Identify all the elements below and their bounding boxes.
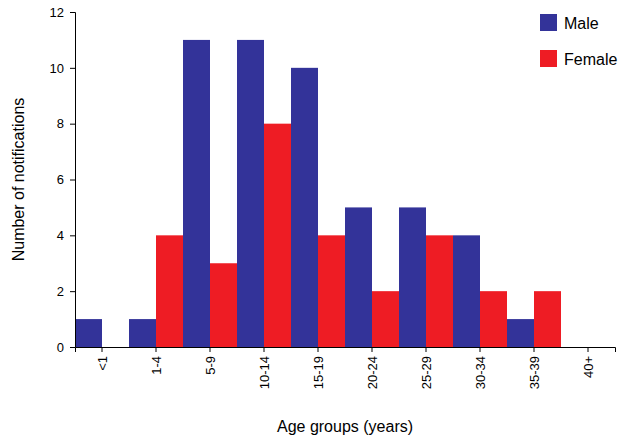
y-tick-label: 10 — [50, 60, 64, 75]
x-tick-label: <1 — [95, 356, 110, 371]
bar — [480, 291, 507, 347]
y-tick-mark — [70, 347, 75, 348]
y-tick-mark — [70, 235, 75, 236]
x-tick-mark — [102, 347, 103, 352]
y-tick-label: 4 — [57, 228, 64, 243]
x-tick: 25-29 — [419, 347, 434, 389]
legend-label: Male — [564, 15, 599, 32]
x-tick-mark — [264, 347, 265, 352]
bar — [534, 291, 561, 347]
bar — [156, 235, 183, 347]
legend-label: Female — [564, 51, 617, 68]
x-tick: <1 — [95, 347, 110, 371]
x-tick-mark — [318, 347, 319, 352]
x-tick-mark — [372, 347, 373, 352]
x-axis-line — [76, 348, 616, 353]
x-tick: 15-19 — [311, 347, 326, 389]
x-tick: 40+ — [581, 347, 596, 378]
y-tick-label: 0 — [57, 340, 64, 355]
x-tick: 5-9 — [203, 347, 218, 375]
x-tick: 30-34 — [473, 347, 488, 389]
y-tick: 12 — [50, 5, 75, 20]
y-tick-label: 2 — [57, 284, 64, 299]
bar — [588, 347, 615, 348]
bar — [426, 235, 453, 347]
x-tick: 10-14 — [257, 347, 272, 389]
y-tick-mark — [70, 180, 75, 181]
y-tick: 0 — [57, 340, 75, 355]
bar — [129, 319, 156, 347]
y-tick: 10 — [50, 60, 75, 75]
bar — [372, 291, 399, 347]
y-tick-mark — [70, 124, 75, 125]
x-axis: <1 1-4 5-9 10-14 15-19 20-24 25-29 30-34 35-39 40… — [76, 347, 616, 389]
y-axis-title: Number of notifications — [10, 98, 27, 262]
y-tick-label: 8 — [57, 116, 64, 131]
bar — [183, 40, 210, 347]
legend-swatch — [540, 14, 557, 31]
y-tick-mark — [70, 68, 75, 69]
bar — [345, 207, 372, 347]
bar — [237, 40, 264, 347]
chart: 0 2 4 6 8 10 12 <1 1-4 5-9 10-14 15-19 20-24 25-29 30-… — [0, 0, 632, 446]
y-tick-label: 12 — [50, 5, 64, 20]
bar — [75, 319, 102, 347]
x-tick: 1-4 — [149, 347, 164, 375]
x-tick: 20-24 — [365, 347, 380, 389]
x-tick-label: 20-24 — [365, 356, 380, 389]
y-tick: 8 — [57, 116, 75, 131]
bar — [291, 68, 318, 347]
x-tick-label: 35-39 — [527, 356, 542, 389]
legend-item: Female — [540, 50, 617, 68]
legend-swatch — [540, 50, 557, 67]
y-tick-label: 6 — [57, 172, 64, 187]
bar — [210, 263, 237, 347]
y-tick-mark — [70, 12, 75, 13]
x-tick-mark — [426, 347, 427, 352]
bar — [318, 235, 345, 347]
x-tick-mark — [156, 347, 157, 352]
x-tick-mark — [588, 347, 589, 352]
bars — [75, 40, 561, 347]
x-tick-label: 25-29 — [419, 356, 434, 389]
x-axis-title: Age groups (years) — [277, 418, 413, 435]
x-tick-mark — [534, 347, 535, 352]
x-tick-label: 40+ — [581, 356, 596, 378]
x-tick-label: 10-14 — [257, 356, 272, 389]
bar — [264, 124, 291, 347]
y-axis: 0 2 4 6 8 10 12 — [50, 5, 76, 355]
plot: 0 2 4 6 8 10 12 <1 1-4 5-9 10-14 15-19 20-24 25-29 30-… — [50, 5, 616, 390]
bar — [453, 235, 480, 347]
bar — [102, 347, 129, 348]
y-tick-mark — [70, 291, 75, 292]
x-tick-label: 15-19 — [311, 356, 326, 389]
x-tick-label: 5-9 — [203, 356, 218, 375]
x-tick-mark — [480, 347, 481, 352]
bar — [399, 207, 426, 347]
legend: Male Female — [540, 14, 617, 68]
y-tick: 6 — [57, 172, 75, 187]
bar — [561, 347, 588, 348]
legend-item: Male — [540, 14, 599, 32]
x-tick-mark — [210, 347, 211, 352]
y-tick: 4 — [57, 228, 75, 243]
y-axis-line — [70, 13, 76, 348]
bar — [507, 319, 534, 347]
x-tick-label: 30-34 — [473, 356, 488, 389]
y-tick: 2 — [57, 284, 75, 299]
x-tick: 35-39 — [527, 347, 542, 389]
x-tick-label: 1-4 — [149, 356, 164, 375]
